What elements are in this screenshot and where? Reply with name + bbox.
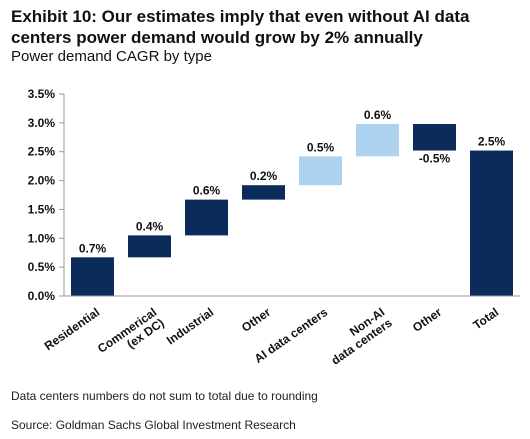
category-label-line: Total <box>470 305 501 332</box>
waterfall-bar <box>242 185 285 200</box>
category-label: Industrial <box>164 305 216 347</box>
y-tick-label: 3.5% <box>28 87 56 101</box>
y-tick-label: 1.5% <box>28 202 56 216</box>
category-label: Non-AIdata centers <box>321 305 395 368</box>
chart-source: Source: Goldman Sachs Global Investment … <box>11 418 296 432</box>
data-label: -0.5% <box>419 152 451 166</box>
y-tick-label: 1.0% <box>28 231 56 245</box>
waterfall-bar <box>356 124 399 157</box>
data-label: 0.2% <box>250 169 278 183</box>
y-tick-label: 3.0% <box>28 116 56 130</box>
waterfall-bar <box>71 257 114 296</box>
waterfall-bar <box>413 124 456 151</box>
category-label: Commerical(ex DC) <box>95 305 167 367</box>
waterfall-bar <box>299 156 342 186</box>
category-label-line: Other <box>410 305 445 335</box>
data-label: 0.5% <box>307 140 335 154</box>
data-labels: 0.7% 0.4% 0.6% 0.2% 0.5% 0.6% -0.5% 2.5% <box>79 108 506 255</box>
data-label: 0.4% <box>136 219 164 233</box>
chart-title: Exhibit 10: Our estimates imply that eve… <box>11 7 470 47</box>
category-label: Residential <box>42 305 102 353</box>
data-label: 0.6% <box>193 184 221 198</box>
data-label: 0.6% <box>364 108 392 122</box>
y-tick-label: 2.0% <box>28 174 56 188</box>
chart-note: Data centers numbers do not sum to total… <box>11 389 318 403</box>
category-label-line: Residential <box>42 305 102 353</box>
y-tick-label: 2.5% <box>28 145 56 159</box>
category-label-line: Other <box>239 305 274 335</box>
category-label: Other <box>410 305 445 335</box>
y-tick-label: 0.0% <box>28 289 56 303</box>
bars <box>71 124 513 296</box>
waterfall-bar <box>185 199 228 236</box>
category-label: Other <box>239 305 274 335</box>
category-label-line: Industrial <box>164 305 216 347</box>
category-label: Total <box>470 305 501 332</box>
data-label: 0.7% <box>79 241 107 255</box>
chart-subtitle: Power demand CAGR by type <box>11 48 212 65</box>
y-tick-label: 0.5% <box>28 260 56 274</box>
data-label: 2.5% <box>478 135 506 149</box>
y-axis: 0.0% 0.5% 1.0% 1.5% 2.0% 2.5% 3.0% 3.5% <box>28 87 65 303</box>
waterfall-bar <box>128 235 171 258</box>
waterfall-bar <box>470 150 513 296</box>
